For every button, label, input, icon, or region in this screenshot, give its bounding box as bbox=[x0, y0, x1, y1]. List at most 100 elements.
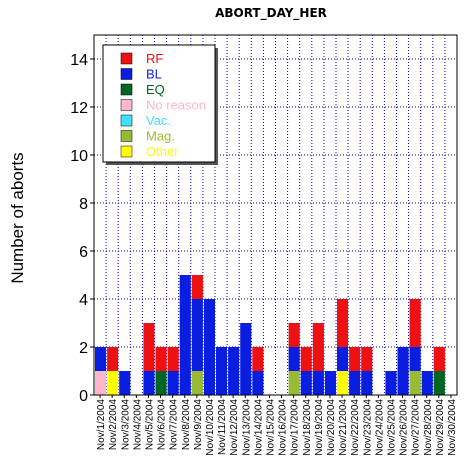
x-tick-label: Nov/2/2004 bbox=[108, 399, 119, 451]
x-tick-label: Nov/1/2004 bbox=[96, 399, 107, 451]
x-tick-label: Nov/30/2004 bbox=[447, 399, 458, 456]
bar-segment bbox=[312, 371, 324, 395]
x-tick-label: Nov/3/2004 bbox=[120, 399, 131, 451]
x-tick-label: Nov/14/2004 bbox=[253, 399, 264, 456]
bar-segment bbox=[288, 371, 300, 395]
y-tick-label: 10 bbox=[70, 148, 88, 165]
bar-segment bbox=[167, 371, 179, 395]
bars bbox=[95, 275, 445, 395]
bar-segment bbox=[95, 371, 107, 395]
bar-segment bbox=[252, 371, 264, 395]
bar-segment bbox=[288, 323, 300, 347]
x-tick-label: Nov/8/2004 bbox=[181, 399, 192, 451]
legend-swatch bbox=[120, 83, 133, 96]
bar-segment bbox=[191, 371, 203, 395]
bar-segment bbox=[324, 371, 336, 395]
x-tick-label: Nov/16/2004 bbox=[278, 399, 289, 456]
bar-segment bbox=[252, 347, 264, 371]
legend-label: BL bbox=[146, 67, 162, 82]
bar-segment bbox=[107, 371, 119, 395]
x-tick-label: Nov/6/2004 bbox=[157, 399, 168, 451]
bar-segment bbox=[95, 347, 107, 371]
bar-segment bbox=[337, 347, 349, 371]
x-tick-label: Nov/19/2004 bbox=[314, 399, 325, 456]
legend-swatch bbox=[120, 52, 133, 65]
x-tick-label: Nov/9/2004 bbox=[193, 399, 204, 451]
bar-segment bbox=[397, 347, 409, 395]
x-tick-label: Nov/21/2004 bbox=[338, 399, 349, 456]
legend-swatch bbox=[120, 114, 133, 127]
bar-segment bbox=[433, 371, 445, 395]
bar-segment bbox=[119, 371, 131, 395]
x-tick-label: Nov/13/2004 bbox=[241, 399, 252, 456]
x-tick-label: Nov/5/2004 bbox=[144, 399, 155, 451]
bar-segment bbox=[300, 371, 312, 395]
bar-segment bbox=[143, 371, 155, 395]
bar-segment bbox=[409, 299, 421, 347]
bar-segment bbox=[155, 347, 167, 371]
x-tick-label: Nov/22/2004 bbox=[350, 399, 361, 456]
x-tick-label: Nov/26/2004 bbox=[399, 399, 410, 456]
legend-swatch bbox=[120, 130, 133, 142]
x-tick-label: Nov/11/2004 bbox=[217, 399, 228, 455]
legend-label: No reason bbox=[146, 98, 206, 113]
legend-swatch bbox=[120, 99, 133, 111]
bar-segment bbox=[155, 371, 167, 395]
y-axis-ticks: 0 2 4 6 8 10 12 14 bbox=[70, 52, 94, 405]
bar-segment bbox=[107, 347, 119, 371]
bar-segment bbox=[312, 323, 324, 371]
y-tick-label: 6 bbox=[79, 244, 88, 261]
bar-segment bbox=[337, 299, 349, 347]
x-tick-label: Nov/27/2004 bbox=[411, 399, 422, 456]
y-tick-label: 8 bbox=[79, 196, 88, 213]
y-tick-label: 2 bbox=[79, 340, 88, 357]
x-tick-label: Nov/25/2004 bbox=[386, 399, 397, 456]
plot-frame bbox=[93, 34, 458, 396]
bar-segment bbox=[216, 347, 228, 395]
x-axis-ticks: Nov/1/2004 Nov/2/2004 Nov/3/2004 Nov/4/2004… bbox=[96, 395, 458, 456]
bar-segment bbox=[191, 299, 203, 371]
bar-segment bbox=[288, 347, 300, 371]
x-tick-label: Nov/18/2004 bbox=[302, 399, 313, 456]
x-tick-label: Nov/12/2004 bbox=[229, 399, 240, 456]
legend-label: Other bbox=[146, 144, 179, 159]
y-axis-label: Number of aborts bbox=[8, 152, 27, 283]
bar-segment bbox=[300, 347, 312, 371]
chart-title: ABORT_DAY_HER bbox=[215, 6, 327, 21]
bar-segment bbox=[361, 371, 373, 395]
x-tick-label: Nov/24/2004 bbox=[374, 399, 385, 456]
x-tick-label: Nov/17/2004 bbox=[290, 399, 301, 456]
bar-segment bbox=[409, 371, 421, 395]
bar-segment bbox=[167, 347, 179, 371]
x-tick-label: Nov/15/2004 bbox=[265, 399, 276, 456]
legend-swatch bbox=[120, 68, 133, 80]
bar-segment bbox=[385, 371, 397, 395]
bar-segment bbox=[409, 347, 421, 371]
x-tick-label: Nov/7/2004 bbox=[169, 399, 180, 451]
x-tick-label: Nov/10/2004 bbox=[205, 399, 216, 456]
bar-segment bbox=[349, 347, 361, 371]
x-tick-label: Nov/23/2004 bbox=[362, 399, 373, 456]
bar-segment bbox=[228, 347, 240, 395]
y-tick-label: 0 bbox=[79, 388, 88, 405]
y-tick-label: 12 bbox=[70, 100, 88, 117]
bar-segment bbox=[433, 347, 445, 371]
legend-label: EQ bbox=[146, 82, 165, 97]
bar-segment bbox=[179, 275, 191, 395]
bar-segment bbox=[203, 299, 215, 395]
legend-label: Vac. bbox=[146, 113, 171, 128]
legend-label: Mag. bbox=[146, 129, 175, 144]
bar-segment bbox=[191, 275, 203, 299]
x-tick-label: Nov/28/2004 bbox=[423, 399, 434, 456]
bar-segment bbox=[361, 347, 373, 371]
y-tick-label: 4 bbox=[79, 292, 88, 309]
bar-segment bbox=[240, 323, 252, 395]
bar-segment bbox=[421, 371, 433, 395]
y-tick-label: 14 bbox=[70, 52, 88, 69]
bar-segment bbox=[143, 323, 155, 371]
legend-swatch bbox=[120, 145, 133, 158]
x-tick-label: Nov/29/2004 bbox=[435, 399, 446, 456]
x-tick-label: Nov/4/2004 bbox=[132, 399, 143, 451]
